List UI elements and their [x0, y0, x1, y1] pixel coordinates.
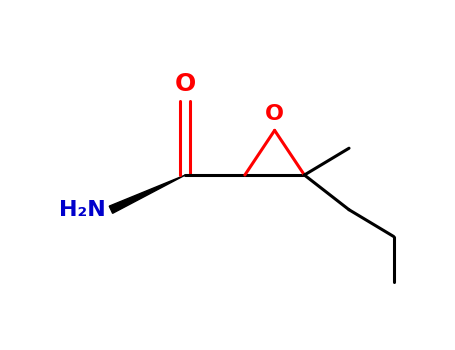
Text: O: O — [175, 72, 196, 96]
Text: O: O — [265, 104, 284, 124]
Text: H₂N: H₂N — [59, 200, 106, 220]
Polygon shape — [109, 175, 185, 213]
